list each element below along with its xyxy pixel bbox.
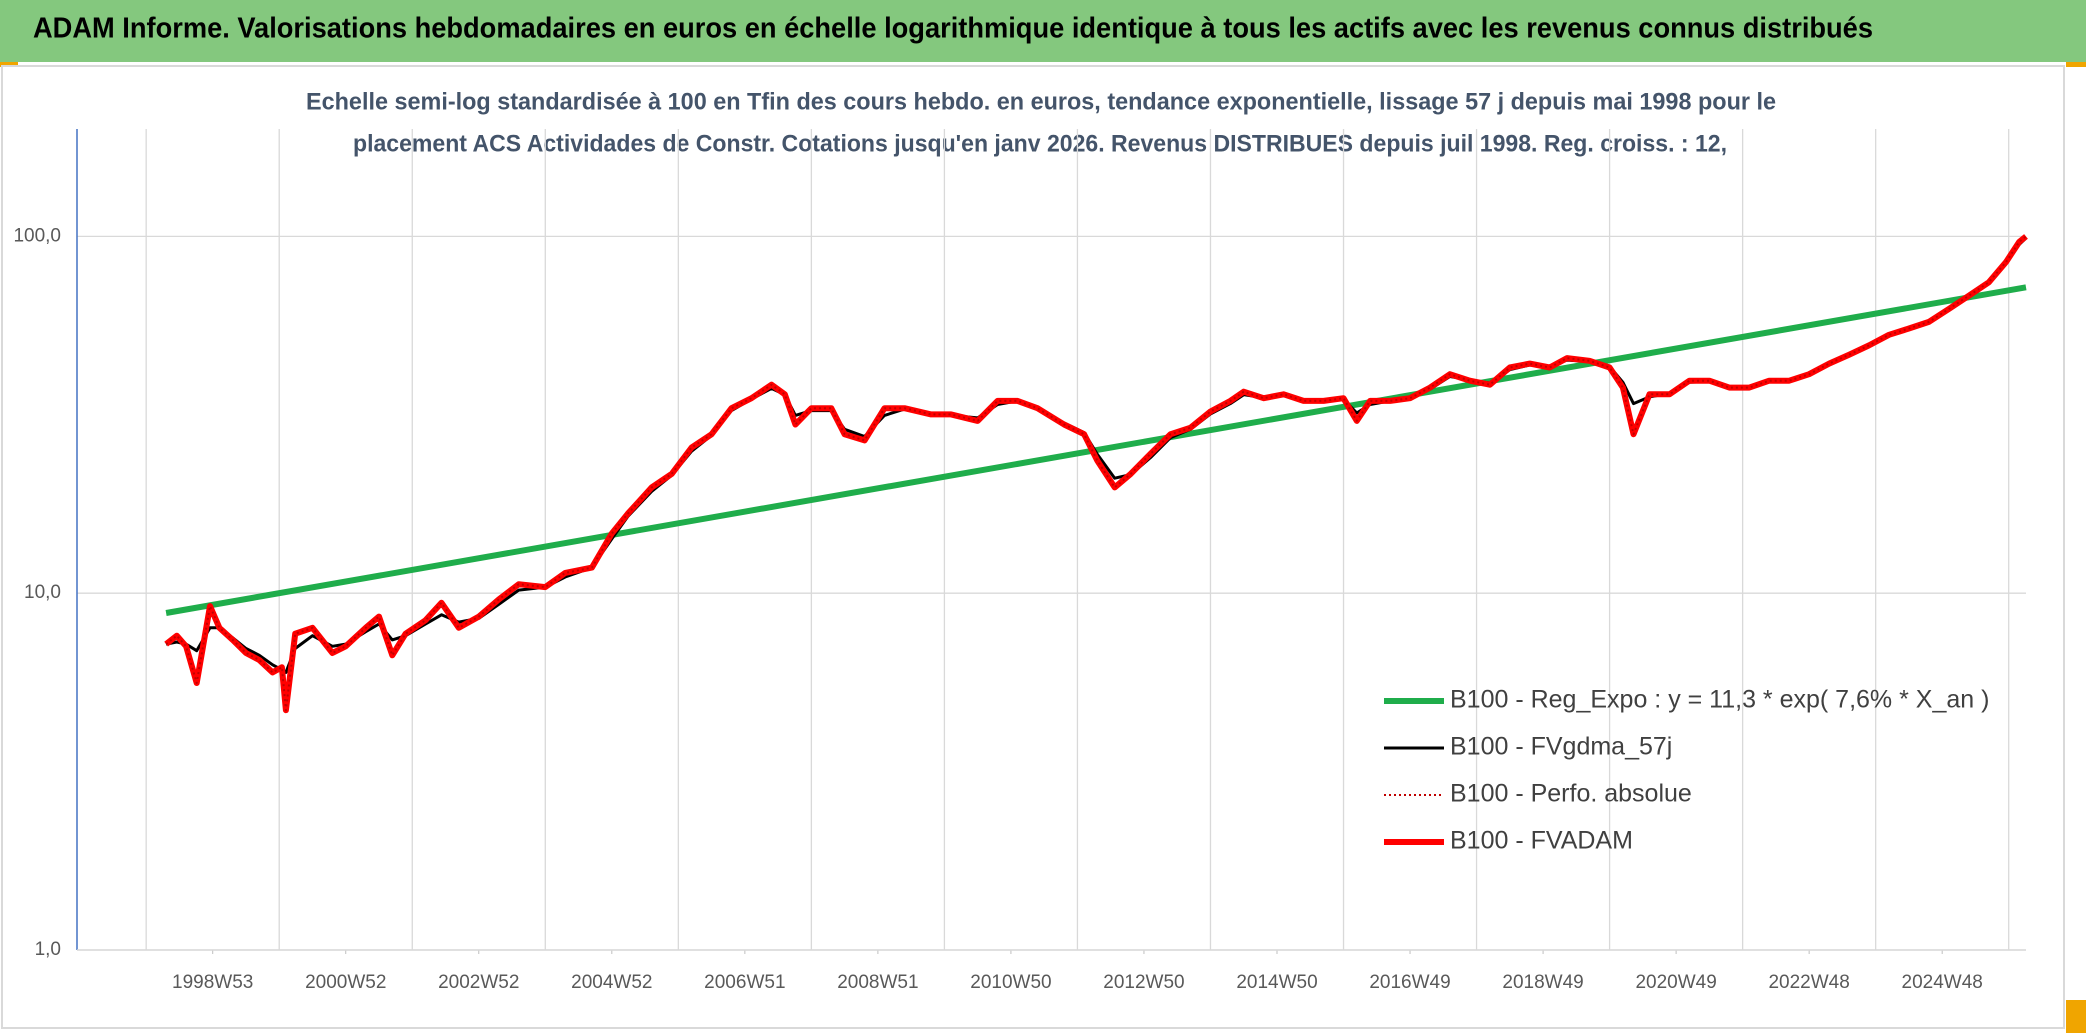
x-tick-label: 2018W49 — [1502, 972, 1583, 993]
chart-title: ADAM Informe. Valorisations hebdomadaire… — [33, 13, 1873, 45]
corner-mark — [0, 62, 18, 67]
x-tick-label: 2020W49 — [1635, 972, 1716, 993]
legend-label: B100 - FVgdma_57j — [1450, 733, 1672, 761]
series-line — [164, 234, 2028, 714]
y-tick-label: 100,0 — [13, 225, 61, 246]
x-tick-label: 2010W50 — [970, 972, 1051, 993]
chart-frame — [1, 65, 2065, 1029]
x-tick-label: 1998W53 — [172, 972, 253, 993]
corner-mark — [2066, 62, 2086, 67]
legend-label: B100 - Reg_Expo : y = 11,3 * exp( 7,6% *… — [1450, 686, 1989, 714]
x-tick-label: 2022W48 — [1768, 972, 1849, 993]
y-tick-label: 1,0 — [35, 939, 61, 960]
x-tick-label: 2016W49 — [1369, 972, 1450, 993]
x-tick-label: 2002W52 — [438, 972, 519, 993]
x-tick-label: 2024W48 — [1902, 972, 1983, 993]
x-tick-label: 2012W50 — [1103, 972, 1184, 993]
corner-mark — [2066, 1000, 2086, 1033]
x-tick-label: 2006W51 — [704, 972, 785, 993]
x-tick-label: 2014W50 — [1236, 972, 1317, 993]
series-line — [165, 235, 2027, 712]
legend-label: B100 - FVADAM — [1450, 827, 1633, 855]
x-tick-label: 2004W52 — [571, 972, 652, 993]
legend-label: B100 - Perfo. absolue — [1450, 780, 1692, 808]
chart-subtitle: placement ACS Actividades de Constr. Cot… — [353, 130, 1727, 157]
x-tick-label: 2008W51 — [837, 972, 918, 993]
chart-subtitle: Echelle semi-log standardisée à 100 en T… — [306, 88, 1776, 115]
header-bar — [0, 0, 2086, 62]
x-tick-label: 2000W52 — [305, 972, 386, 993]
y-tick-label: 10,0 — [24, 582, 61, 603]
